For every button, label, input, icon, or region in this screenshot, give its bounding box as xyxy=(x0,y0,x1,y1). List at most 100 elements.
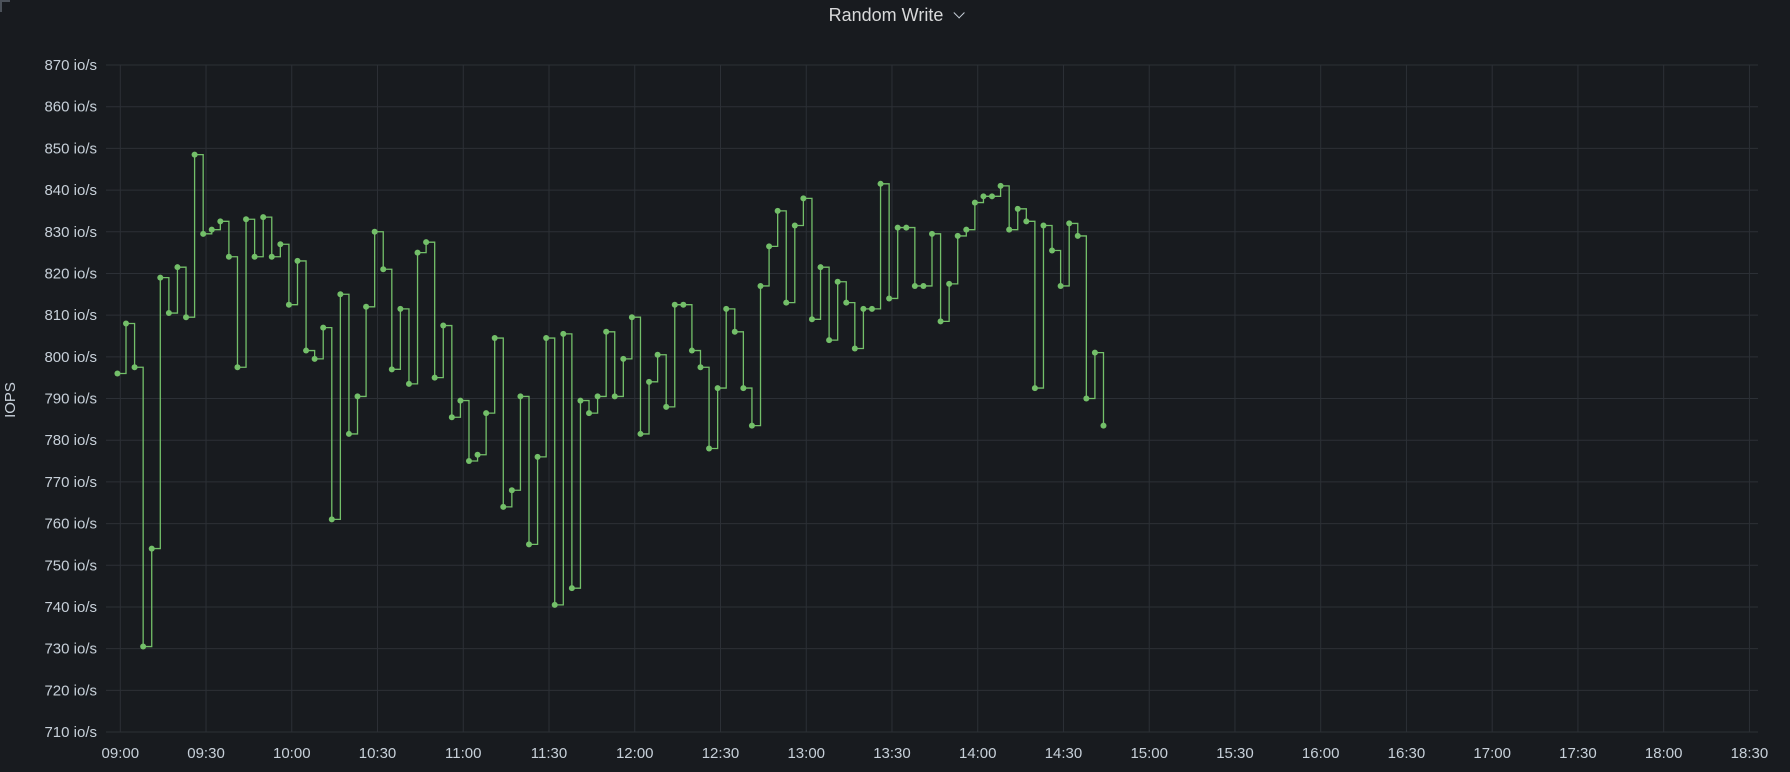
data-point[interactable] xyxy=(483,410,490,417)
data-point[interactable] xyxy=(1083,395,1090,402)
data-point[interactable] xyxy=(594,393,601,400)
data-point[interactable] xyxy=(843,299,850,306)
data-point[interactable] xyxy=(1100,422,1107,429)
data-point[interactable] xyxy=(774,207,781,214)
data-point[interactable] xyxy=(320,324,327,331)
data-point[interactable] xyxy=(894,224,901,231)
data-point[interactable] xyxy=(234,364,241,371)
data-point[interactable] xyxy=(766,243,773,250)
data-point[interactable] xyxy=(980,193,987,200)
data-point[interactable] xyxy=(731,328,738,335)
data-point[interactable] xyxy=(963,226,970,233)
data-point[interactable] xyxy=(568,585,575,592)
data-point[interactable] xyxy=(937,318,944,325)
data-point[interactable] xyxy=(243,216,250,223)
data-point[interactable] xyxy=(474,451,481,458)
data-point[interactable] xyxy=(783,299,790,306)
data-point[interactable] xyxy=(303,347,310,354)
data-point[interactable] xyxy=(911,282,918,289)
data-point[interactable] xyxy=(157,274,164,281)
data-point[interactable] xyxy=(1091,349,1098,356)
data-point[interactable] xyxy=(551,601,558,608)
data-point[interactable] xyxy=(208,226,215,233)
data-point[interactable] xyxy=(294,257,301,264)
data-point[interactable] xyxy=(714,385,721,392)
data-point[interactable] xyxy=(680,301,687,308)
data-point[interactable] xyxy=(1057,282,1064,289)
data-point[interactable] xyxy=(706,445,713,452)
data-point[interactable] xyxy=(757,282,764,289)
data-point[interactable] xyxy=(165,310,172,317)
data-point[interactable] xyxy=(954,232,961,239)
data-point[interactable] xyxy=(200,230,207,237)
data-point[interactable] xyxy=(1014,205,1021,212)
data-point[interactable] xyxy=(903,224,910,231)
data-point[interactable] xyxy=(388,366,395,373)
data-point[interactable] xyxy=(748,422,755,429)
data-point[interactable] xyxy=(114,370,121,377)
data-point[interactable] xyxy=(826,337,833,344)
data-point[interactable] xyxy=(148,545,155,552)
panel-corner-icon[interactable] xyxy=(0,0,10,12)
data-point[interactable] xyxy=(834,278,841,285)
data-point[interactable] xyxy=(577,397,584,404)
data-point[interactable] xyxy=(465,458,472,465)
data-point[interactable] xyxy=(586,410,593,417)
data-point[interactable] xyxy=(1006,226,1013,233)
data-point[interactable] xyxy=(225,253,232,260)
data-point[interactable] xyxy=(997,182,1004,189)
data-point[interactable] xyxy=(791,222,798,229)
data-point[interactable] xyxy=(1023,218,1030,225)
data-point[interactable] xyxy=(534,453,541,460)
data-point[interactable] xyxy=(543,335,550,342)
data-point[interactable] xyxy=(929,230,935,237)
data-point[interactable] xyxy=(457,397,464,404)
data-point[interactable] xyxy=(646,378,653,385)
data-point[interactable] xyxy=(508,487,515,494)
data-point[interactable] xyxy=(740,385,747,392)
data-point[interactable] xyxy=(1040,222,1047,229)
data-point[interactable] xyxy=(268,253,275,260)
data-point[interactable] xyxy=(851,345,858,352)
data-point[interactable] xyxy=(560,330,567,337)
data-point[interactable] xyxy=(817,264,824,271)
data-point[interactable] xyxy=(440,322,447,329)
data-point[interactable] xyxy=(345,430,352,437)
data-point[interactable] xyxy=(277,241,284,248)
data-point[interactable] xyxy=(500,503,507,510)
data-point[interactable] xyxy=(688,347,695,354)
data-point[interactable] xyxy=(363,303,370,310)
data-point[interactable] xyxy=(1031,385,1038,392)
data-point[interactable] xyxy=(697,364,704,371)
data-point[interactable] xyxy=(311,355,318,362)
data-point[interactable] xyxy=(405,380,412,387)
data-point[interactable] xyxy=(971,199,978,206)
data-point[interactable] xyxy=(860,305,867,312)
data-point[interactable] xyxy=(1074,232,1081,239)
data-point[interactable] xyxy=(946,280,953,287)
data-point[interactable] xyxy=(808,316,815,323)
data-point[interactable] xyxy=(191,151,198,158)
data-point[interactable] xyxy=(989,193,996,200)
data-point[interactable] xyxy=(637,430,644,437)
data-point[interactable] xyxy=(397,305,404,312)
data-point[interactable] xyxy=(603,328,610,335)
data-point[interactable] xyxy=(620,355,627,362)
data-point[interactable] xyxy=(183,314,190,321)
data-point[interactable] xyxy=(663,403,670,410)
data-point[interactable] xyxy=(140,643,147,650)
data-point[interactable] xyxy=(1066,220,1073,227)
data-point[interactable] xyxy=(174,264,181,271)
data-point[interactable] xyxy=(628,314,635,321)
data-point[interactable] xyxy=(285,301,292,308)
data-point[interactable] xyxy=(526,541,533,548)
data-point[interactable] xyxy=(217,218,224,225)
data-point[interactable] xyxy=(448,414,455,421)
data-point[interactable] xyxy=(868,305,875,312)
data-point[interactable] xyxy=(877,180,884,187)
data-point[interactable] xyxy=(414,249,421,256)
data-point[interactable] xyxy=(123,320,130,327)
data-point[interactable] xyxy=(354,393,361,400)
data-point[interactable] xyxy=(611,393,618,400)
data-point[interactable] xyxy=(328,516,335,523)
